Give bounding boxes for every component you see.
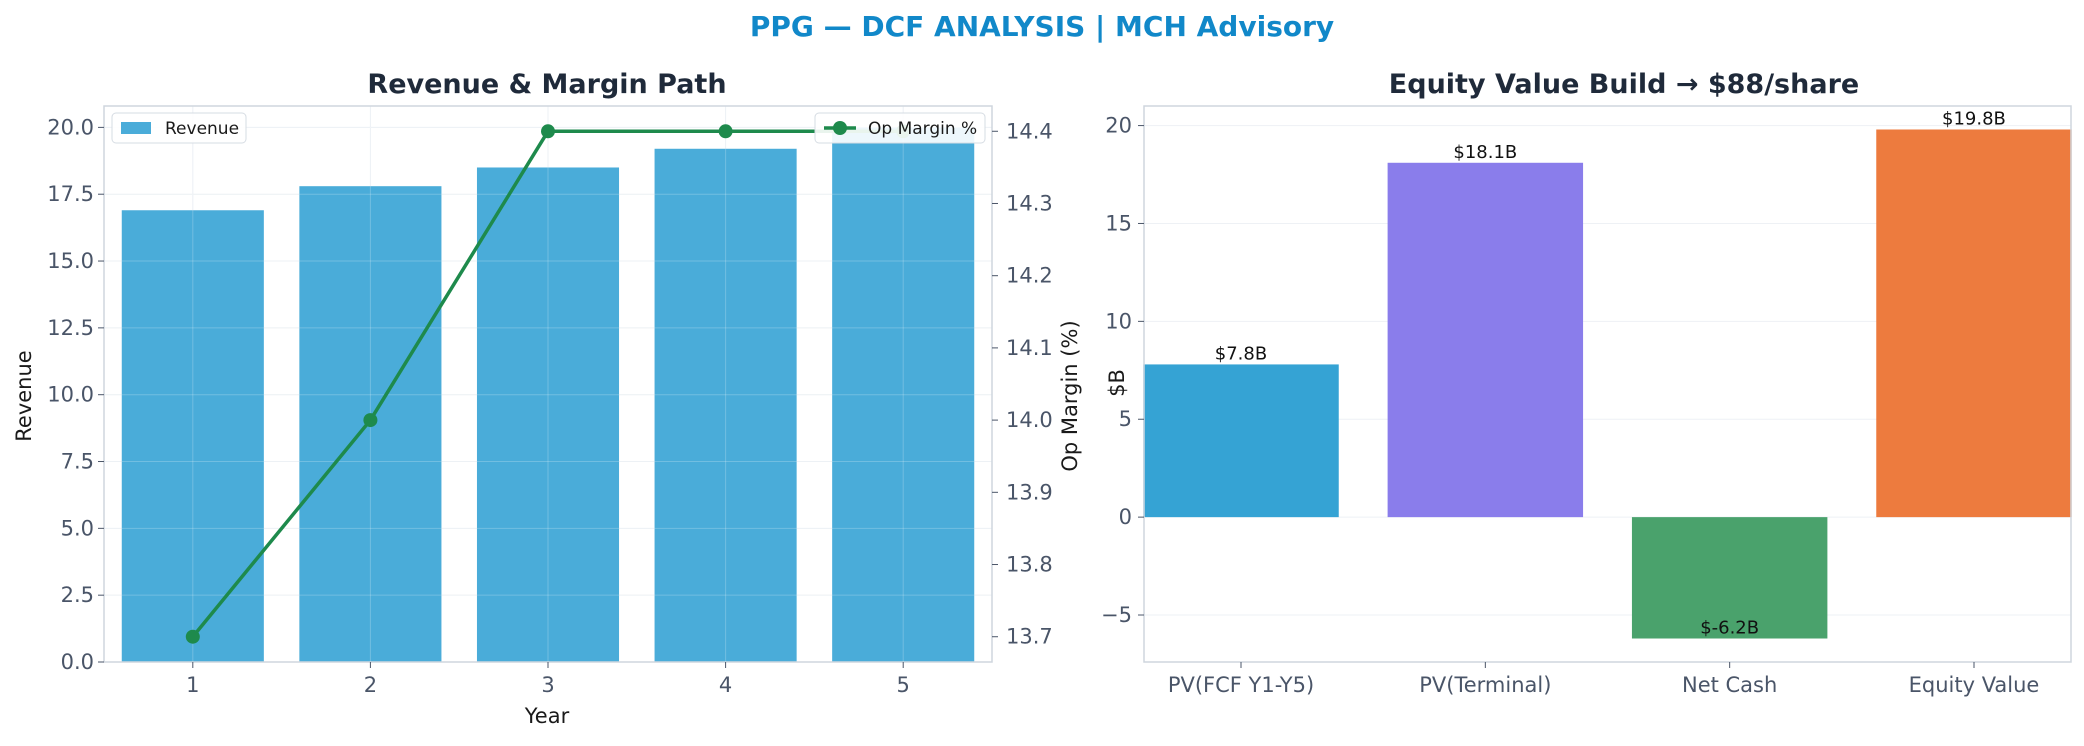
revenue-y-tick-label: 15.0 — [47, 249, 94, 273]
equity-x-tick-label: PV(Terminal) — [1419, 673, 1551, 697]
equity-chart-title: Equity Value Build → $88/share — [1389, 69, 1859, 100]
revenue-x-tick-label: 3 — [541, 673, 554, 697]
revenue-bar — [832, 127, 975, 662]
revenue-y-tick-label: 0.0 — [61, 650, 94, 674]
equity-y-tick-label: 10 — [1105, 309, 1132, 333]
equity-y-tick-label: −5 — [1101, 603, 1132, 627]
revenue-x-axis-label: Year — [524, 704, 570, 728]
equity-x-tick-label: Equity Value — [1909, 673, 2040, 697]
revenue-x-tick-label: 5 — [897, 673, 910, 697]
op-margin-point — [185, 629, 200, 644]
revenue-y-tick-label: 20.0 — [47, 115, 94, 139]
margin-y-tick-label: 13.8 — [1006, 553, 1053, 577]
revenue-y-tick-label: 2.5 — [61, 583, 94, 607]
margin-legend-box — [814, 112, 986, 144]
equity-bar-value-label: $-6.2B — [1700, 618, 1759, 639]
equity-bar-value-label: $18.1B — [1453, 142, 1517, 163]
op-margin-point — [363, 413, 378, 428]
figure-title: PPG — DCF ANALYSIS | MCH Advisory — [750, 10, 1334, 43]
equity-bar-value-label: $7.8B — [1215, 343, 1267, 364]
op-margin-point — [718, 124, 733, 139]
equity-bar — [1631, 517, 1828, 639]
margin-legend-label: Op Margin % — [868, 119, 977, 139]
equity-y-tick-label: 5 — [1119, 407, 1132, 431]
revenue-legend-box — [111, 112, 247, 144]
revenue-y-tick-label: 5.0 — [61, 516, 94, 540]
equity-plot-frame — [1143, 105, 2072, 663]
revenue-bar — [121, 210, 264, 662]
revenue-x-tick-label: 4 — [719, 673, 732, 697]
equity-bar — [1387, 162, 1584, 518]
margin-y-tick-label: 14.1 — [1006, 336, 1053, 360]
margin-y-tick-label: 14.3 — [1006, 191, 1053, 215]
revenue-y-tick-label: 12.5 — [47, 316, 94, 340]
equity-bar — [1876, 129, 2072, 518]
revenue-margin-chart: Revenue & Margin Path Year Revenue Op Ma… — [12, 69, 1082, 728]
equity-y-tick-label: 15 — [1105, 211, 1132, 235]
revenue-legend-swatch — [121, 122, 151, 134]
equity-x-tick-label: Net Cash — [1682, 673, 1777, 697]
margin-y-axis-label: Op Margin (%) — [1058, 320, 1082, 471]
margin-y-tick-label: 13.7 — [1006, 625, 1053, 649]
revenue-legend: Revenue — [111, 112, 247, 144]
margin-y-tick-label: 13.9 — [1006, 480, 1053, 504]
revenue-chart-title: Revenue & Margin Path — [367, 69, 726, 100]
margin-y-tick-label: 14.2 — [1006, 264, 1053, 288]
equity-y-tick-label: 0 — [1119, 505, 1132, 529]
revenue-y-tick-label: 17.5 — [47, 182, 94, 206]
equity-build-chart: Equity Value Build → $88/share $B $7.8B $… — [1101, 69, 2072, 697]
revenue-y-tick-label: 10.0 — [47, 383, 94, 407]
revenue-bar — [654, 148, 797, 662]
margin-y-tick-label: 14.4 — [1006, 119, 1053, 143]
margin-y-tick-label: 14.0 — [1006, 408, 1053, 432]
equity-y-axis-label: $B — [1105, 369, 1129, 397]
revenue-bar — [476, 167, 620, 662]
revenue-x-tick-label: 2 — [364, 673, 377, 697]
revenue-legend-label: Revenue — [165, 119, 239, 139]
equity-x-tick-label: PV(FCF Y1-Y5) — [1168, 673, 1314, 697]
revenue-x-tick-label: 1 — [186, 673, 199, 697]
equity-y-tick-label: 20 — [1105, 114, 1132, 138]
equity-bar — [1143, 364, 1339, 518]
margin-legend: Op Margin % — [814, 112, 986, 144]
revenue-y-axis-label: Revenue — [12, 350, 36, 441]
op-margin-point — [541, 124, 555, 139]
revenue-y-tick-label: 7.5 — [61, 450, 94, 474]
equity-bar-value-label: $19.8B — [1942, 108, 2006, 129]
margin-legend-marker — [833, 121, 847, 135]
